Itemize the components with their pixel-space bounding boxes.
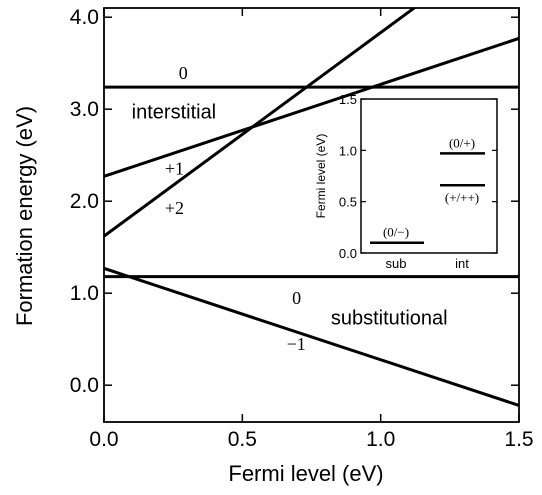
y-tick-label: 2.0: [70, 190, 99, 213]
group-label: substitutional: [331, 307, 448, 329]
charge-state-label: +2: [165, 198, 184, 218]
x-tick-label: 0.0: [89, 428, 118, 451]
y-tick-label: 1.0: [70, 282, 99, 305]
inset-y-tick-label: 1.0: [339, 143, 357, 158]
transition-level-label: (0/+): [449, 135, 475, 150]
transition-level-label: (+/++): [445, 190, 479, 205]
x-tick-label: 1.0: [366, 428, 395, 451]
y-tick-label: 0.0: [70, 374, 99, 397]
x-tick-label: 1.5: [504, 428, 533, 451]
inset-y-axis-label: Fermi level (eV): [314, 134, 328, 219]
main-plot-frame: [103, 7, 520, 423]
x-axis-label: Fermi level (eV): [228, 461, 383, 486]
inset-frame: [360, 98, 498, 254]
group-label: interstitial: [132, 101, 216, 123]
series-line-interstitial: [104, 36, 519, 178]
charge-state-label: 0: [292, 288, 301, 308]
series-line-substitutional: [104, 266, 519, 407]
charge-state-label: +1: [165, 159, 184, 179]
main-plot-area: 0.0 0.5 1.0 1.5 0.0 1.0 2.0 3.0 4.0 interstitial s…: [70, 6, 534, 451]
series-group: [104, 8, 519, 407]
charge-state-label: −1: [287, 334, 306, 354]
x-tick-label: 0.5: [228, 428, 257, 451]
charge-state-label: 0: [179, 63, 188, 83]
inset-plot-area: 0.0 0.5 1.0 1.5 Fermi level (eV) sub int (0/−) (…: [314, 92, 498, 271]
inset-category-label: int: [455, 256, 469, 271]
y-tick-label: 4.0: [70, 6, 99, 29]
inset-y-tick-label: 0.0: [339, 246, 357, 261]
transition-level-label: (0/−): [383, 225, 409, 240]
y-axis-label: Formation energy (eV): [12, 106, 37, 326]
inset-y-tick-label: 1.5: [339, 92, 357, 107]
y-tick-label: 3.0: [70, 98, 99, 121]
series-line-interstitial: [104, 8, 417, 238]
inset-y-tick-label: 0.5: [339, 195, 357, 210]
inset-category-label: sub: [386, 256, 407, 271]
